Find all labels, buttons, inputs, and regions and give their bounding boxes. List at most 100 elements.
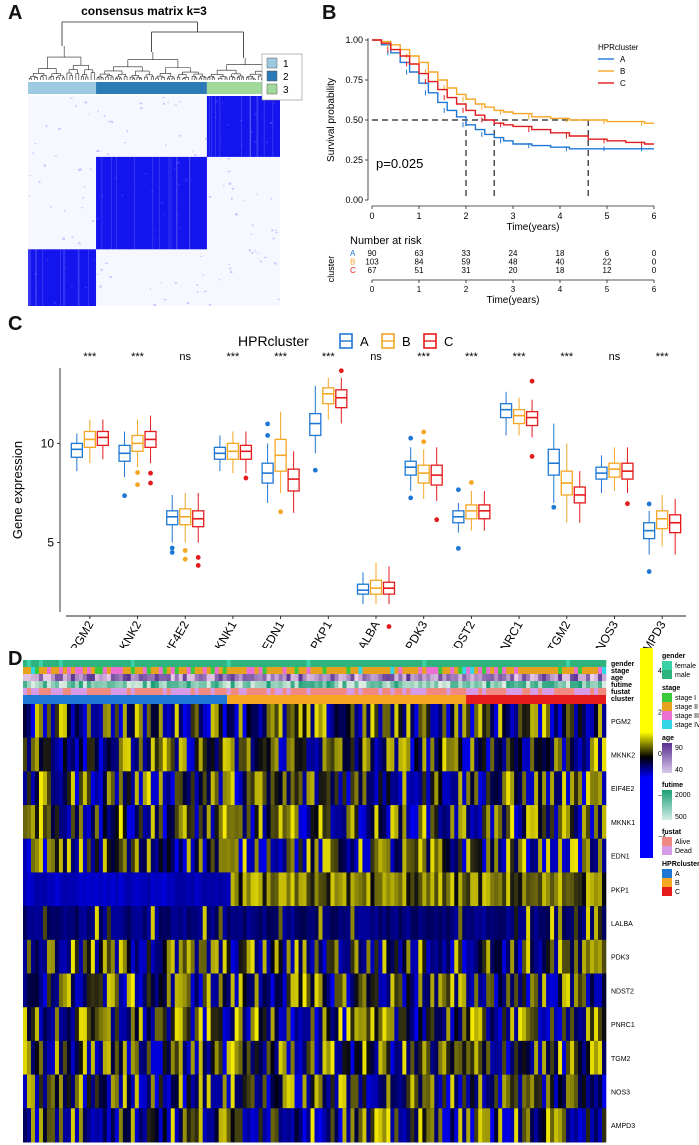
fustat-cell	[286, 688, 291, 695]
heatmap-cell	[238, 1108, 243, 1143]
heatmap-cell	[146, 1074, 152, 1109]
fustat-cell	[426, 688, 431, 695]
heatmap-cell	[330, 1007, 335, 1042]
heatmap-cell	[186, 1040, 192, 1076]
fustat-cell	[242, 688, 247, 695]
heatmap-cell	[346, 838, 351, 873]
futime-cell	[266, 681, 271, 688]
risk-table-cell: 6	[605, 249, 610, 258]
heatmap-cell	[278, 872, 283, 907]
gender-cell	[566, 660, 571, 667]
stage-cell	[242, 667, 247, 674]
age-cell	[310, 674, 315, 681]
heatmap-cell	[182, 737, 188, 772]
matrix-stripe	[152, 156, 154, 250]
heatmap-cell	[142, 906, 148, 941]
gender-cell	[150, 660, 156, 667]
matrix-stripe	[36, 249, 38, 306]
heatmap-cell	[142, 1040, 148, 1076]
age-cell	[590, 674, 595, 681]
legend-swatch-stage-II	[662, 702, 672, 711]
heatmap-cell	[570, 737, 575, 772]
heatmap-cell	[366, 973, 371, 1008]
heatmap-cell	[258, 973, 263, 1008]
heatmap-cell	[138, 1040, 144, 1076]
matrix-speckle	[160, 282, 162, 284]
heatmap-cell	[106, 1007, 112, 1042]
stage-cell	[486, 667, 491, 674]
futime-cell	[566, 681, 571, 688]
heatmap-cell	[142, 872, 148, 907]
heatmap-cell	[382, 805, 387, 840]
gender-cell	[318, 660, 323, 667]
heatmap-cell	[302, 704, 307, 739]
heatmap-cell	[514, 939, 519, 974]
heatmap-cell	[542, 771, 547, 806]
heatmap-cell	[162, 973, 168, 1008]
box-PKP1-A	[309, 412, 322, 437]
heatmap-cell	[230, 805, 235, 840]
gender-cell	[530, 660, 535, 667]
heatmap-cell	[590, 838, 595, 873]
age-cell	[546, 674, 551, 681]
heatmap-cell	[90, 1007, 96, 1042]
heatmap-cell	[598, 771, 603, 806]
heatmap-cell	[462, 704, 467, 739]
heatmap-cell	[398, 939, 403, 974]
matrix-stripe	[170, 156, 172, 250]
heatmap-cell	[466, 1007, 471, 1042]
heatmap-cell	[34, 872, 40, 907]
heatmap-cell	[334, 771, 339, 806]
heatmap-cell	[406, 704, 411, 739]
age-cell	[498, 674, 503, 681]
fustat-cell	[410, 688, 415, 695]
heatmap-cell	[522, 1074, 527, 1109]
fustat-cell	[194, 688, 199, 695]
heatmap-cell	[366, 1040, 371, 1076]
heatmap-cell	[210, 1074, 215, 1109]
matrix-stripe	[168, 156, 170, 250]
matrix-stripe	[256, 96, 258, 157]
box-y-tick-label: 10	[41, 436, 55, 450]
risk-table-cell: 0	[652, 266, 657, 275]
heatmap-cell	[486, 906, 491, 941]
heatmap-cell	[366, 1074, 371, 1109]
heatmap-cell	[510, 973, 515, 1008]
heatmap-cell	[186, 939, 192, 974]
heatmap-cell	[538, 838, 543, 873]
heatmap-cell	[42, 1108, 48, 1143]
heatmap-cell	[54, 838, 60, 873]
age-cell	[366, 674, 371, 681]
heatmap-cell	[602, 838, 607, 873]
heatmap-cell	[498, 872, 503, 907]
heatmap-cell	[162, 805, 168, 840]
heatmap-cell	[578, 805, 583, 840]
heatmap-cell	[246, 737, 251, 772]
colorbar-tick: 2	[658, 710, 662, 717]
heatmap-cell	[278, 1007, 283, 1042]
heatmap-cell	[310, 805, 315, 840]
futime-cell	[370, 681, 375, 688]
heatmap-cell	[318, 805, 323, 840]
age-cell	[226, 674, 231, 681]
heatmap-cell	[514, 737, 519, 772]
stage-cell	[530, 667, 535, 674]
heatmap-cell	[358, 704, 363, 739]
heatmap-cell	[54, 906, 60, 941]
matrix-speckle	[178, 227, 181, 229]
heatmap-cell	[426, 872, 431, 907]
heatmap-cell	[42, 1007, 48, 1042]
heatmap-cell	[170, 737, 176, 772]
heatmap-cell	[522, 805, 527, 840]
legend-title-gender: gender	[662, 653, 686, 660]
risk-table-title: Number at risk	[350, 235, 422, 247]
gender-cell	[106, 660, 112, 667]
heatmap-cell	[390, 1040, 395, 1076]
gender-cell	[430, 660, 435, 667]
age-cell	[142, 674, 148, 681]
heatmap-cell	[318, 1108, 323, 1143]
heatmap-cell	[490, 704, 495, 739]
age-cell	[502, 674, 507, 681]
heatmap-cell	[118, 838, 124, 873]
significance-label-NOS3: ns	[609, 351, 621, 363]
